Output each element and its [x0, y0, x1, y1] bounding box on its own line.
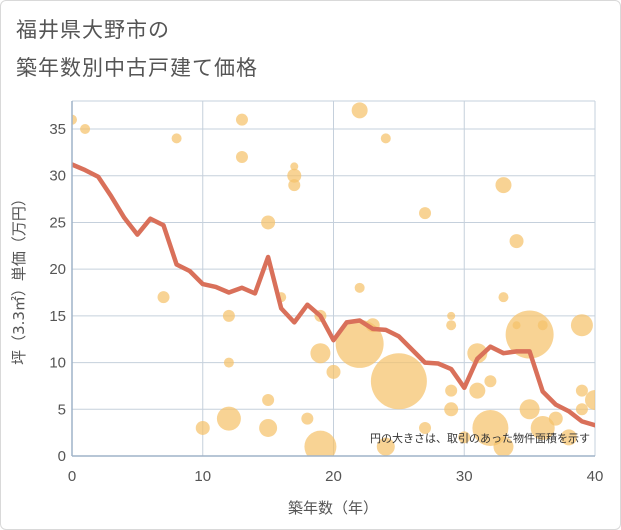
data-bubble — [458, 431, 471, 444]
data-bubble — [262, 393, 275, 406]
data-bubble — [304, 430, 337, 456]
bubble-size-note: 円の大きさは、取引のあった物件面積を示す — [370, 431, 590, 445]
data-bubble — [530, 415, 555, 440]
data-bubble — [326, 364, 341, 379]
data-bubble — [484, 375, 497, 388]
y-tick-label: 0 — [58, 448, 66, 465]
data-bubble — [467, 343, 488, 364]
data-bubble — [575, 384, 588, 397]
data-bubble — [335, 319, 384, 368]
y-tick-label: 20 — [49, 261, 66, 278]
data-bubble — [570, 314, 593, 337]
data-bubble — [235, 151, 248, 164]
data-bubble — [376, 437, 395, 456]
chart-title-line1: 福井県大野市の — [16, 18, 170, 42]
data-bubble — [446, 320, 457, 331]
y-tick-label: 15 — [49, 308, 66, 325]
data-bubble — [301, 412, 314, 425]
data-bubble — [354, 282, 365, 293]
data-bubble — [469, 382, 486, 399]
x-tick-label: 40 — [587, 468, 604, 485]
y-tick-label: 10 — [49, 355, 66, 372]
data-bubble — [288, 179, 301, 192]
data-bubble — [472, 409, 509, 446]
x-tick-label: 0 — [68, 468, 76, 485]
y-tick-label: 5 — [58, 401, 66, 418]
x-tick-label: 20 — [325, 468, 342, 485]
x-tick-label: 10 — [194, 468, 211, 485]
data-bubble — [575, 403, 588, 416]
average-price-line — [72, 162, 595, 428]
data-bubble — [444, 402, 459, 417]
data-bubble — [498, 292, 509, 303]
data-bubble — [235, 113, 248, 126]
data-bubble — [171, 133, 182, 144]
data-bubble — [419, 421, 432, 434]
data-bubble — [380, 133, 391, 144]
x-axis-label: 築年数（年） — [288, 499, 378, 517]
data-bubble — [195, 420, 210, 435]
data-bubble — [287, 168, 302, 183]
data-bubble — [509, 234, 524, 249]
data-bubble — [72, 114, 77, 125]
data-bubble — [493, 436, 514, 456]
data-bubble — [290, 162, 299, 171]
data-bubble — [259, 418, 278, 437]
data-bubble — [560, 429, 577, 446]
data-bubble — [216, 406, 241, 431]
data-bubble — [310, 343, 331, 364]
data-bubble — [445, 384, 458, 397]
data-bubble — [537, 320, 548, 331]
data-bubble — [519, 399, 540, 420]
y-axis-label: 坪（3.3㎡）単価（万円） — [10, 191, 28, 365]
data-bubble — [419, 207, 432, 220]
data-bubble — [351, 102, 368, 119]
data-bubble — [80, 124, 91, 135]
y-tick-label: 35 — [49, 121, 66, 138]
data-bubble — [157, 291, 170, 304]
data-bubble — [495, 177, 512, 194]
x-tick-label: 30 — [456, 468, 473, 485]
data-bubble — [223, 357, 234, 368]
data-bubble — [222, 309, 235, 322]
data-bubble — [585, 389, 595, 410]
y-tick-label: 30 — [49, 168, 66, 185]
y-tick-label: 25 — [49, 214, 66, 231]
data-bubble — [370, 353, 427, 410]
chart-title-line2: 築年数別中古戸建て価格 — [16, 56, 258, 80]
data-bubble — [261, 215, 276, 230]
data-bubble — [512, 321, 521, 330]
data-bubble — [447, 311, 456, 320]
